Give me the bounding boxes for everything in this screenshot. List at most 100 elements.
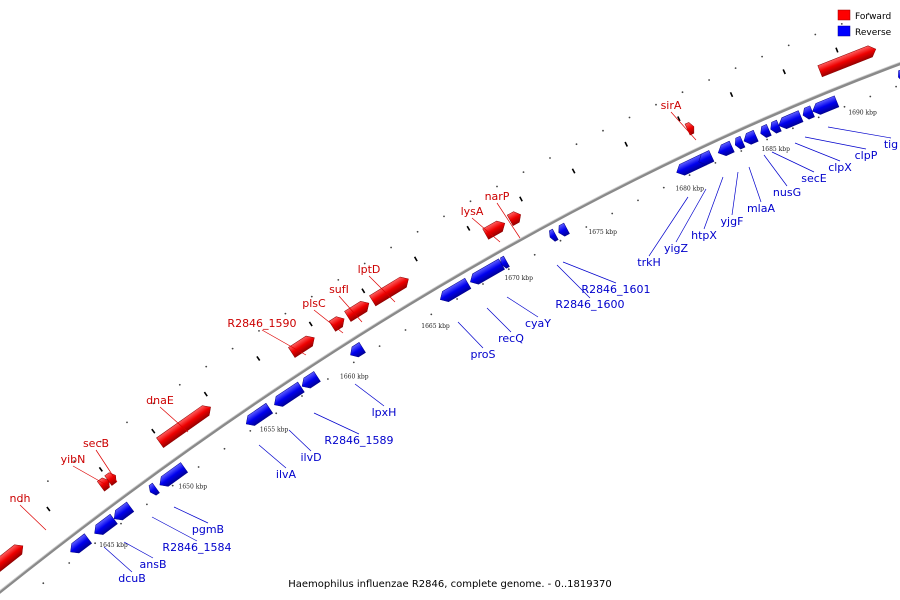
reverse-gene-shape[interactable]	[111, 501, 135, 524]
reverse-gene-shape[interactable]	[556, 222, 570, 238]
reverse-gene[interactable]	[243, 402, 274, 429]
reverse-gene[interactable]	[299, 371, 321, 391]
gene-label-pgmb[interactable]: pgmB	[192, 523, 224, 536]
reverse-gene[interactable]	[696, 150, 715, 167]
gene-label-narp[interactable]: narP	[485, 190, 510, 203]
reverse-gene[interactable]	[156, 462, 189, 490]
gene-label-lptd[interactable]: lptD	[358, 263, 381, 276]
forward-gene-shape[interactable]	[506, 209, 523, 226]
gene-label-secb[interactable]: secB	[83, 437, 109, 450]
reverse-gene[interactable]	[896, 69, 900, 83]
reverse-gene[interactable]	[768, 119, 782, 135]
forward-gene-shape[interactable]	[344, 298, 373, 322]
forward-gene-shape[interactable]	[684, 121, 696, 136]
reverse-gene-shape[interactable]	[91, 513, 118, 538]
reverse-gene[interactable]	[67, 533, 93, 557]
reverse-gene-shape[interactable]	[810, 95, 840, 117]
reverse-gene[interactable]	[347, 342, 366, 360]
forward-gene-shape[interactable]	[156, 402, 215, 449]
forward-gene[interactable]	[328, 314, 347, 332]
gene-label-mlaa[interactable]: mlaA	[747, 202, 776, 215]
gene-label-r2846_1600[interactable]: R2846_1600	[555, 298, 624, 311]
reverse-gene-shape[interactable]	[716, 140, 735, 158]
reverse-gene-shape[interactable]	[147, 482, 160, 497]
reverse-gene-shape[interactable]	[243, 402, 274, 429]
reverse-gene[interactable]	[467, 258, 505, 287]
reverse-gene[interactable]	[547, 228, 559, 242]
gene-label-r2846_1589[interactable]: R2846_1589	[324, 434, 393, 447]
gene-label-tig[interactable]: tig	[884, 138, 898, 151]
gene-label-dnae[interactable]: dnaE	[146, 394, 174, 407]
gene-label-r2846_1590[interactable]: R2846_1590	[227, 317, 296, 330]
reverse-gene-shape[interactable]	[437, 277, 472, 305]
reverse-gene-shape[interactable]	[896, 69, 900, 83]
reverse-gene[interactable]	[91, 513, 118, 538]
gene-label-clpp[interactable]: clpP	[855, 149, 878, 162]
reverse-gene[interactable]	[437, 277, 472, 305]
gene-label-nusg[interactable]: nusG	[773, 186, 801, 199]
gene-label-pros[interactable]: proS	[471, 348, 496, 361]
forward-gene-shape[interactable]	[369, 274, 411, 307]
reverse-gene[interactable]	[271, 381, 305, 410]
reverse-gene-shape[interactable]	[758, 124, 772, 139]
reverse-gene-shape[interactable]	[696, 150, 715, 167]
gene-label-clpx[interactable]: clpX	[828, 161, 852, 174]
gene-label-cyay[interactable]: cyaY	[525, 317, 551, 330]
reverse-gene-shape[interactable]	[467, 258, 505, 287]
forward-gene-shape[interactable]	[328, 314, 347, 332]
gene-label-dcub[interactable]: dcuB	[118, 572, 146, 585]
gene-label-ilva[interactable]: ilvA	[276, 468, 297, 481]
forward-gene[interactable]	[156, 402, 215, 449]
gene-label-ansb[interactable]: ansB	[140, 558, 167, 571]
forward-gene[interactable]	[344, 298, 373, 322]
reverse-gene[interactable]	[801, 105, 815, 121]
gene-label-sira[interactable]: sirA	[661, 99, 682, 112]
gene-label-lpxh[interactable]: lpxH	[372, 406, 397, 419]
reverse-gene[interactable]	[810, 95, 840, 117]
gene-label-yigz[interactable]: yigZ	[664, 242, 689, 255]
forward-gene[interactable]	[684, 121, 696, 136]
reverse-gene-shape[interactable]	[271, 381, 305, 410]
reverse-gene[interactable]	[742, 129, 759, 146]
forward-gene[interactable]	[369, 274, 411, 307]
reverse-gene[interactable]	[111, 501, 135, 524]
reverse-gene[interactable]	[733, 135, 746, 150]
gene-label-r2846_1601[interactable]: R2846_1601	[581, 283, 650, 296]
reverse-gene-shape[interactable]	[498, 255, 510, 269]
gene-label-ndh[interactable]: ndh	[10, 492, 31, 505]
forward-gene[interactable]	[482, 218, 508, 240]
reverse-gene-shape[interactable]	[801, 105, 815, 121]
reverse-gene-shape[interactable]	[156, 462, 189, 490]
forward-gene[interactable]	[288, 333, 317, 358]
gene-label-yibn[interactable]: yibN	[61, 453, 86, 466]
reverse-gene[interactable]	[758, 124, 772, 139]
forward-gene-shape[interactable]	[817, 44, 878, 78]
forward-gene-shape[interactable]	[0, 541, 27, 577]
reverse-gene[interactable]	[776, 110, 804, 131]
gene-label-ilvd[interactable]: ilvD	[300, 451, 321, 464]
gene-label-recq[interactable]: recQ	[498, 332, 524, 345]
forward-gene-shape[interactable]	[288, 333, 317, 358]
forward-gene[interactable]	[506, 209, 523, 226]
gene-label-sufi[interactable]: sufI	[329, 283, 349, 296]
forward-gene[interactable]	[0, 541, 27, 577]
reverse-gene[interactable]	[147, 482, 160, 497]
reverse-gene-shape[interactable]	[67, 533, 93, 557]
gene-label-lysa[interactable]: lysA	[461, 205, 484, 218]
reverse-gene-shape[interactable]	[776, 110, 804, 131]
reverse-gene-shape[interactable]	[768, 119, 782, 135]
gene-label-r2846_1584[interactable]: R2846_1584	[162, 541, 231, 554]
reverse-gene-shape[interactable]	[347, 342, 366, 360]
gene-label-sece[interactable]: secE	[801, 172, 827, 185]
forward-gene-shape[interactable]	[482, 218, 508, 240]
reverse-gene[interactable]	[556, 222, 570, 238]
reverse-gene-shape[interactable]	[733, 135, 746, 150]
reverse-gene[interactable]	[716, 140, 735, 158]
gene-label-yjgf[interactable]: yjgF	[721, 215, 744, 228]
forward-gene[interactable]	[817, 44, 878, 78]
gene-label-plsc[interactable]: plsC	[302, 297, 326, 310]
reverse-gene-shape[interactable]	[299, 371, 321, 391]
reverse-gene-shape[interactable]	[742, 129, 759, 146]
reverse-gene[interactable]	[498, 255, 510, 269]
gene-label-htpx[interactable]: htpX	[691, 229, 717, 242]
